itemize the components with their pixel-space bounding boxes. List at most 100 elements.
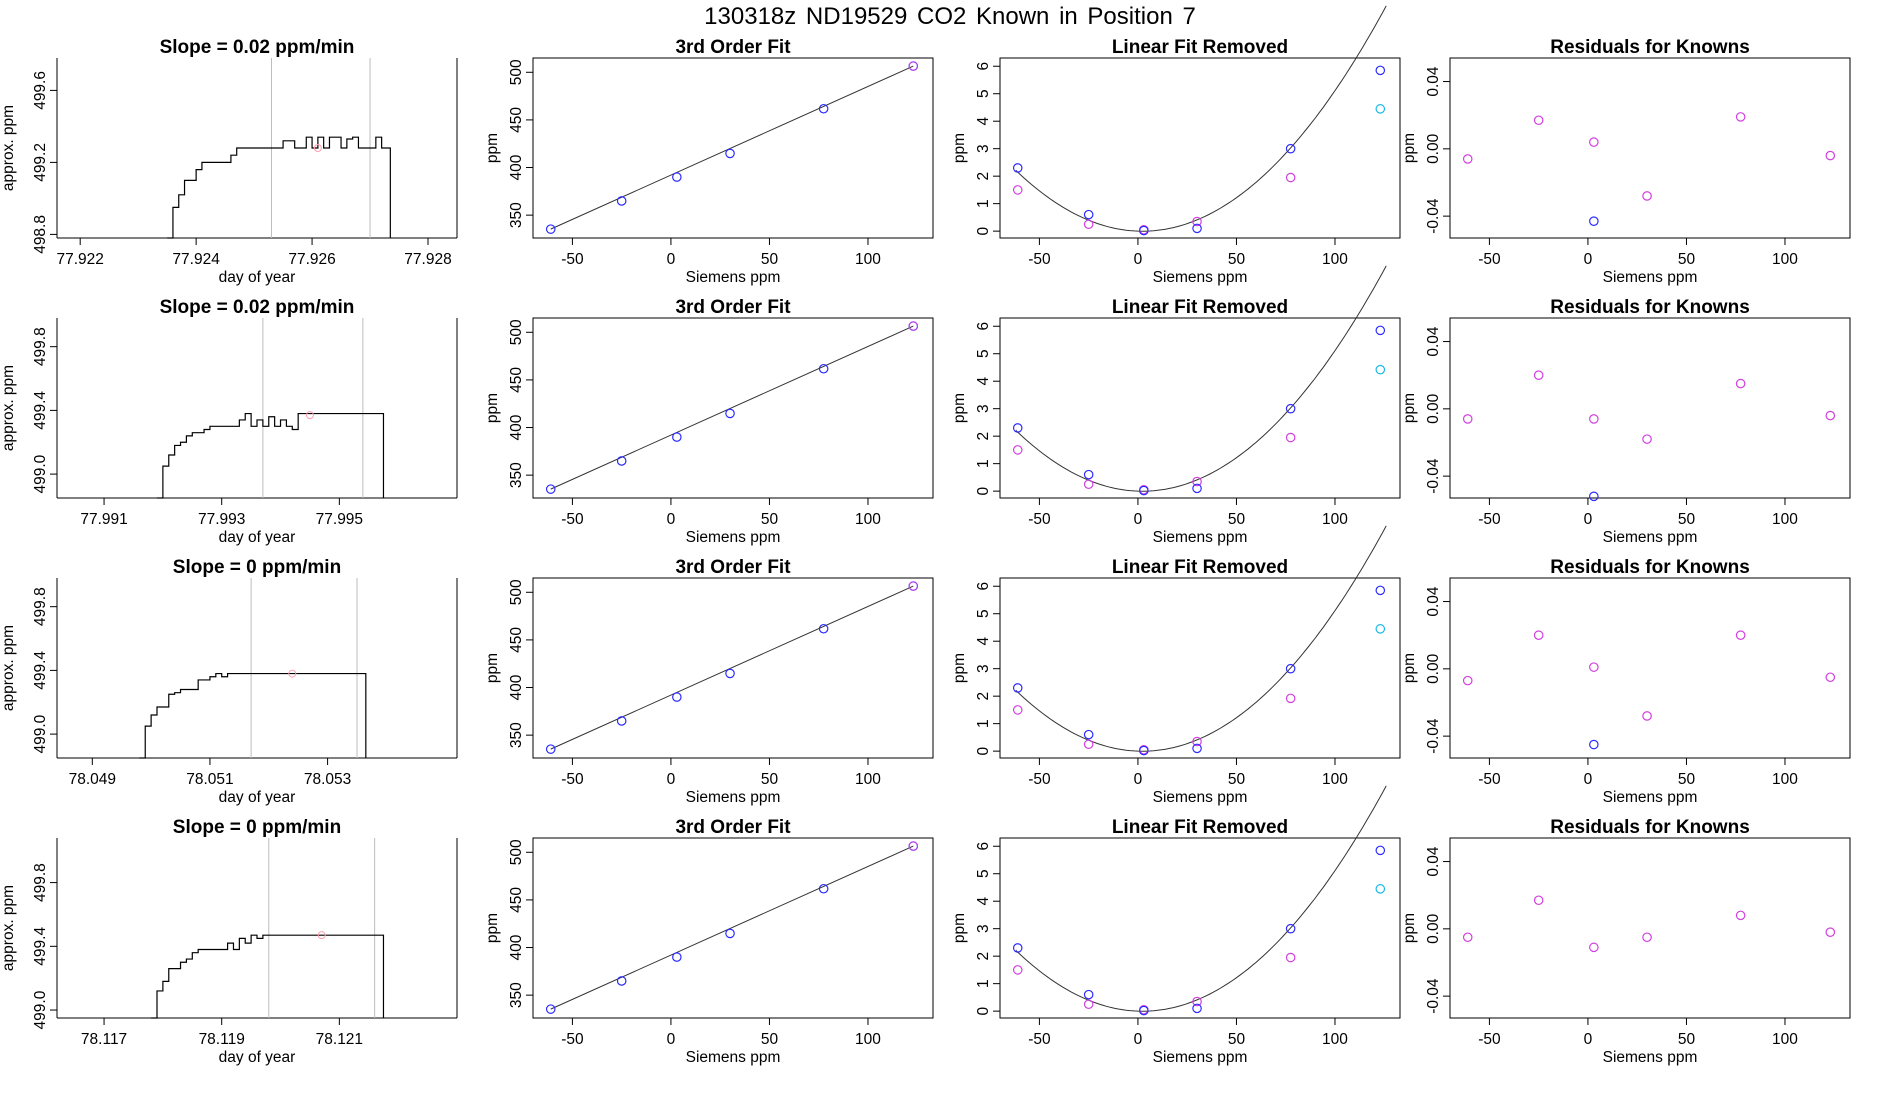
y-tick-label: 498.8	[32, 215, 49, 254]
plot-frame	[999, 837, 1401, 1019]
x-tick-label: 50	[761, 511, 779, 528]
y-axis-label: ppm	[484, 393, 501, 423]
x-tick-label: 0	[1134, 251, 1143, 268]
fit-curve	[1015, 785, 1387, 1012]
x-tick-label: 50	[761, 771, 779, 788]
y-tick-label: 0.00	[1425, 653, 1442, 684]
x-tick-label: -50	[1478, 771, 1501, 788]
y-tick-label: 1	[975, 719, 992, 728]
y-tick-label: -0.04	[1425, 978, 1442, 1014]
data-point-blue	[1083, 729, 1094, 740]
x-tick-label: 78.119	[199, 1031, 245, 1048]
y-tick-label: 6	[975, 582, 992, 591]
data-point	[818, 103, 829, 114]
y-tick-label: 6	[975, 62, 992, 71]
x-tick-label: -50	[1478, 251, 1501, 268]
x-tick-label: 77.928	[404, 251, 451, 268]
data-point-magenta	[1012, 965, 1023, 975]
y-tick-label: 6	[975, 842, 992, 851]
y-axis-label: ppm	[951, 653, 968, 683]
y-axis-label: approx. ppm	[0, 105, 17, 191]
data-point	[545, 744, 556, 754]
y-tick-label: 499.0	[32, 990, 49, 1029]
data-point	[725, 148, 735, 159]
y-axis-label: ppm	[1401, 393, 1418, 423]
chart-title: 3rd Order Fit	[675, 557, 791, 578]
data-point-blue	[1083, 989, 1094, 1000]
data-point-blue	[1375, 585, 1386, 596]
chart-panel: Slope = 0.02 ppm/min 77.991 77.993 77.995 49…	[0, 297, 458, 546]
data-point-cyan	[1375, 364, 1386, 375]
x-tick-label: 50	[1228, 251, 1246, 268]
y-tick-label: -0.04	[1425, 458, 1442, 494]
residual-point	[1735, 378, 1746, 389]
x-tick-label: -50	[1028, 251, 1051, 268]
x-tick-label: 0	[1134, 511, 1143, 528]
y-tick-label: 499.0	[32, 454, 49, 493]
chart-panel: Linear Fit Removed -50 0 50 100 0 1 2 3 4 5 6 Siemen…	[951, 785, 1401, 1066]
y-axis-label: ppm	[951, 913, 968, 943]
chart-panel: Linear Fit Removed -50 0 50 100 0 1 2 3 4 5 6 Siemen…	[951, 525, 1401, 806]
residual-point	[1462, 154, 1473, 164]
fit-curve	[1015, 5, 1387, 232]
y-tick-label: 1	[975, 979, 992, 988]
chart-title: Residuals for Knowns	[1550, 817, 1750, 838]
x-tick-label: -50	[561, 251, 584, 268]
plot-frame	[532, 57, 934, 239]
residual-point	[1825, 410, 1836, 421]
chart-title: Linear Fit Removed	[1112, 297, 1288, 318]
y-tick-label: 499.6	[32, 71, 49, 110]
x-axis-label: Siemens ppm	[1153, 1049, 1248, 1066]
fit-line	[550, 325, 914, 490]
x-tick-label: 0	[1134, 1031, 1143, 1048]
x-tick-label: 77.991	[80, 511, 127, 528]
residual-point	[1462, 414, 1473, 424]
data-point-magenta	[1285, 172, 1296, 183]
x-tick-label: 50	[1228, 1031, 1246, 1048]
data-point	[725, 668, 735, 679]
mean-marker	[288, 669, 297, 678]
data-point-blue	[1012, 943, 1023, 953]
x-tick-label: -50	[561, 771, 584, 788]
y-axis-label: ppm	[1401, 133, 1418, 163]
y-tick-label: 5	[975, 609, 992, 618]
data-point-blue	[1375, 845, 1386, 856]
y-axis-label: ppm	[1401, 653, 1418, 683]
y-tick-label: 3	[975, 404, 992, 413]
x-tick-label: 0	[1584, 771, 1593, 788]
chart-panel: Linear Fit Removed -50 0 50 100 0 1 2 3 4 5 6 Siemen…	[951, 5, 1401, 286]
y-axis-label: ppm	[484, 653, 501, 683]
x-tick-label: 0	[1584, 511, 1593, 528]
data-point-blue	[1192, 483, 1202, 494]
chart-title: Linear Fit Removed	[1112, 557, 1288, 578]
x-tick-label: 100	[855, 1031, 881, 1048]
data-point-blue	[1012, 683, 1023, 693]
residual-point	[1533, 895, 1544, 906]
x-axis-label: day of year	[219, 789, 296, 806]
chart-title: Residuals for Knowns	[1550, 557, 1750, 578]
x-tick-label: 0	[667, 251, 676, 268]
x-axis-label: Siemens ppm	[1603, 269, 1698, 286]
data-point-blue	[1375, 325, 1386, 336]
x-tick-label: 100	[1322, 771, 1348, 788]
y-tick-label: 2	[975, 432, 992, 441]
x-axis-label: Siemens ppm	[686, 1049, 781, 1066]
plot-frame	[1449, 577, 1851, 759]
y-tick-label: 4	[975, 897, 992, 906]
residual-point	[1735, 630, 1746, 640]
x-tick-label: 77.993	[198, 511, 245, 528]
series-line	[167, 136, 391, 239]
data-point-highlight	[908, 321, 918, 331]
residual-point	[1642, 434, 1652, 444]
x-tick-label: 78.051	[186, 771, 233, 788]
x-tick-label: 77.922	[56, 251, 103, 268]
series-line	[139, 672, 367, 759]
chart-panel: Slope = 0.02 ppm/min 77.922 77.924 77.926 77…	[0, 37, 458, 286]
y-tick-label: 4	[975, 117, 992, 126]
y-tick-label: 0	[975, 226, 992, 235]
y-tick-label: 500	[508, 839, 525, 865]
x-tick-label: -50	[1028, 771, 1051, 788]
residual-point	[1589, 137, 1599, 147]
data-point-blue	[1139, 1005, 1149, 1016]
y-tick-label: 0	[975, 486, 992, 495]
